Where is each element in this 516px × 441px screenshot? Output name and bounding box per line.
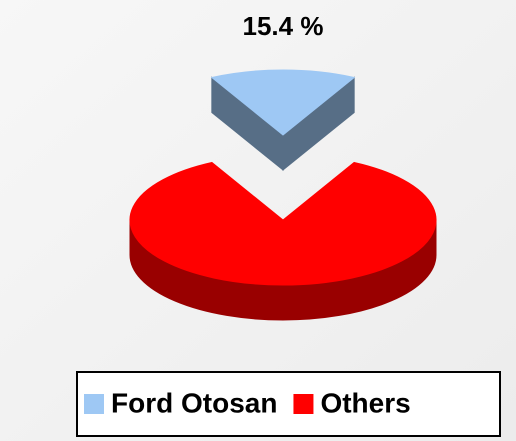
pie-slice bbox=[129, 161, 437, 321]
slice-top bbox=[210, 69, 356, 136]
legend-label: Ford Otosan bbox=[111, 387, 277, 418]
slice-top bbox=[129, 161, 437, 286]
legend-label: Others bbox=[320, 387, 410, 418]
legend-swatch bbox=[293, 394, 314, 414]
data-label: 15.4 % bbox=[243, 11, 324, 41]
legend-swatch bbox=[84, 394, 104, 414]
legend-box bbox=[76, 371, 501, 437]
pie-slice bbox=[210, 69, 356, 172]
